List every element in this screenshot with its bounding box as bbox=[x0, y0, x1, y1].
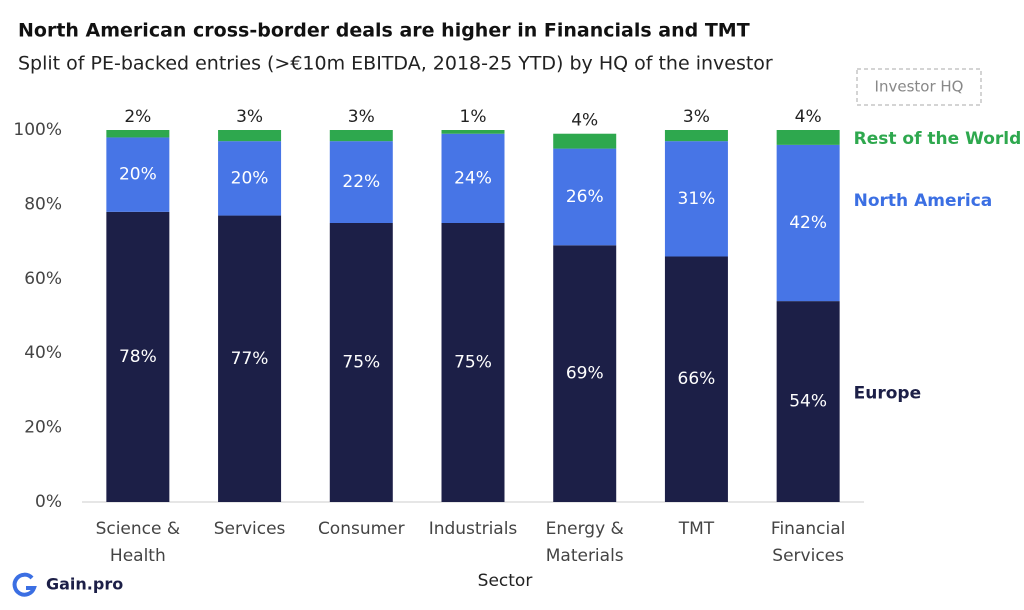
x-tick-label: Industrials bbox=[428, 519, 518, 539]
bar-segment bbox=[553, 245, 617, 502]
data-label: 4% bbox=[795, 107, 822, 127]
data-label: 1% bbox=[460, 107, 487, 127]
data-label: 3% bbox=[348, 107, 375, 127]
legend-label: Rest of the World bbox=[854, 129, 1022, 149]
legend-box bbox=[856, 68, 982, 106]
bar-segment bbox=[553, 148, 617, 246]
data-label: 26% bbox=[566, 187, 604, 207]
bar-segment bbox=[218, 130, 282, 142]
bar-segment bbox=[218, 141, 282, 216]
bar-segment bbox=[106, 211, 170, 502]
bar-segment bbox=[106, 137, 170, 212]
y-tick-label: 0% bbox=[35, 492, 62, 512]
data-label: 20% bbox=[231, 168, 269, 188]
bar-segment bbox=[664, 256, 728, 502]
y-tick-label: 100% bbox=[13, 120, 62, 140]
bar-segment bbox=[776, 301, 840, 502]
x-tick-label: Science & Health bbox=[95, 519, 181, 566]
legend-title: Investor HQ bbox=[875, 78, 964, 96]
data-label: 31% bbox=[678, 189, 716, 209]
x-tick-label: Consumer bbox=[317, 519, 405, 539]
logo: Gain.pro bbox=[12, 572, 123, 597]
data-label: 24% bbox=[454, 168, 492, 188]
x-tick-label: TMT bbox=[678, 519, 715, 539]
legend-label: Europe bbox=[854, 384, 921, 404]
y-tick-label: 40% bbox=[24, 343, 62, 363]
bar-segment bbox=[664, 130, 728, 142]
x-axis-title: Sector bbox=[478, 571, 533, 591]
bar-segment bbox=[218, 215, 282, 502]
bar-segment bbox=[553, 133, 617, 149]
y-tick-label: 80% bbox=[24, 194, 62, 214]
bar-segment bbox=[664, 141, 728, 257]
data-label: 66% bbox=[678, 369, 716, 389]
data-label: 75% bbox=[454, 353, 492, 373]
brand: Gain.pro bbox=[46, 575, 123, 594]
data-label: 75% bbox=[342, 353, 380, 373]
data-label: 3% bbox=[683, 107, 710, 127]
data-label: 20% bbox=[119, 165, 157, 185]
bar-segment bbox=[441, 130, 505, 134]
bar-segment bbox=[441, 133, 505, 223]
legend-label: North America bbox=[854, 191, 993, 211]
bar-segment bbox=[329, 130, 393, 142]
chart-title: North American cross-border deals are hi… bbox=[18, 20, 750, 42]
data-label: 69% bbox=[566, 364, 604, 384]
x-tick-label: Energy & Materials bbox=[545, 519, 624, 566]
chart-subtitle: Split of PE-backed entries (>€10m EBITDA… bbox=[18, 53, 773, 75]
bar-segment bbox=[776, 130, 840, 145]
bar-segment bbox=[776, 144, 840, 302]
data-label: 42% bbox=[789, 213, 827, 233]
bar-segment bbox=[329, 141, 393, 223]
bar-segment bbox=[106, 130, 170, 138]
data-label: 54% bbox=[789, 392, 827, 412]
data-label: 4% bbox=[571, 111, 598, 131]
y-tick-label: 60% bbox=[24, 269, 62, 289]
data-label: 2% bbox=[124, 107, 151, 127]
bar-segment bbox=[329, 223, 393, 502]
x-tick-label: Services bbox=[213, 519, 286, 539]
data-label: 77% bbox=[231, 349, 269, 369]
y-tick-label: 20% bbox=[24, 418, 62, 438]
x-tick-label: Financial Services bbox=[770, 519, 846, 566]
data-label: 78% bbox=[119, 347, 157, 367]
bar-segment bbox=[441, 223, 505, 502]
data-label: 22% bbox=[342, 172, 380, 192]
data-label: 3% bbox=[236, 107, 263, 127]
